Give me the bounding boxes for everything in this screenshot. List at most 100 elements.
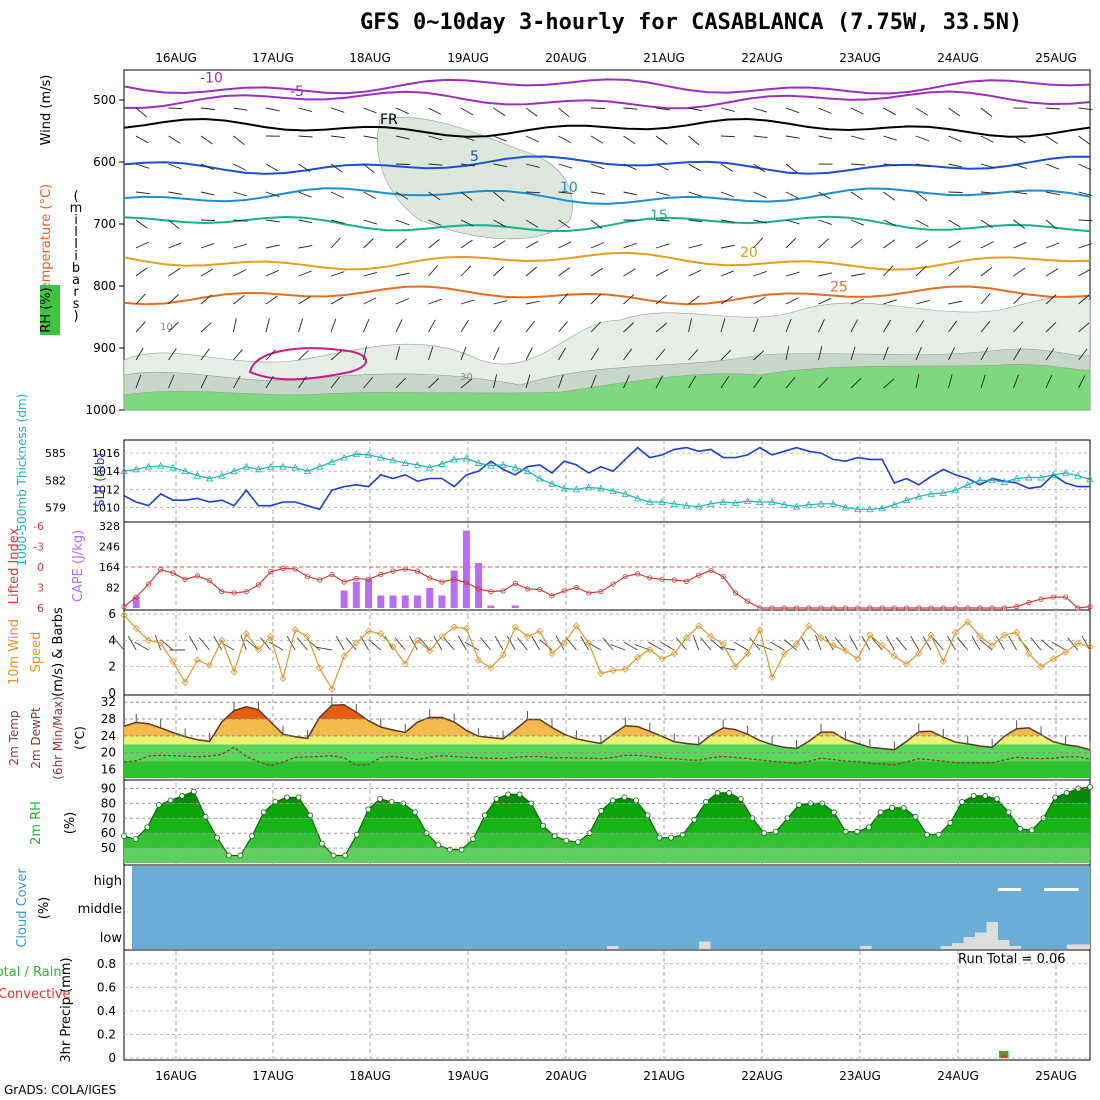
wind-speed-point <box>927 631 935 639</box>
wind-barb <box>590 107 606 109</box>
lifted-index-point <box>879 605 885 611</box>
cape-bar <box>426 588 434 608</box>
10m-wind-barb <box>113 637 125 651</box>
wind-barb <box>915 346 922 361</box>
lifted-index-point <box>1014 604 1020 610</box>
wind-barb <box>720 163 734 172</box>
wind-barb <box>818 272 833 277</box>
thickness-point <box>352 450 361 457</box>
wind-speed-point <box>291 626 299 634</box>
wind-barb <box>460 163 475 167</box>
li-tick-label: 0 <box>37 561 44 574</box>
wind-barb <box>395 346 401 361</box>
thickness-point <box>572 485 581 493</box>
10m-wind-barb <box>286 635 296 651</box>
minmax-axis-label: (6hr Min/Max) <box>51 696 65 780</box>
wind-barb <box>525 320 535 333</box>
10m-wind-barb <box>134 641 149 651</box>
thickness-point <box>902 496 911 504</box>
cloud-high-cell <box>1009 888 1021 891</box>
thickness-point <box>743 497 752 505</box>
wind-speed-point <box>780 649 788 658</box>
wind-speed-point <box>144 636 153 644</box>
precip-total-legend: Total / Rain <box>0 965 62 980</box>
wind-barb <box>623 322 635 333</box>
wind-speed-point <box>1025 649 1033 658</box>
ylabel-char: i <box>74 213 78 228</box>
wind-speed-point <box>230 668 238 676</box>
wind-barb <box>135 191 150 195</box>
slp-tick-label: 1012 <box>92 483 120 496</box>
slp-tick-label: 1016 <box>92 447 120 460</box>
10m-wind-barb <box>335 635 345 651</box>
thickness-point <box>389 456 397 464</box>
wind-speed-point <box>267 632 275 640</box>
rh-point <box>889 804 896 811</box>
lifted-index-point <box>891 605 897 611</box>
wind-barb <box>200 294 212 305</box>
wind-barb <box>233 269 247 277</box>
rh-tick-label: 60 <box>101 826 116 840</box>
wind-barb <box>590 135 604 144</box>
thickness-point <box>1061 469 1070 476</box>
cloud-units-label: (%) <box>37 897 52 920</box>
cape-bar <box>450 570 458 608</box>
wind-barb <box>395 135 410 140</box>
date-label-top: 18AUG <box>349 51 391 65</box>
wind-barb <box>818 107 832 114</box>
10m-wind-barb <box>895 637 907 651</box>
wind-speed-point <box>890 652 898 660</box>
wind-barb <box>915 191 928 202</box>
wind-barb <box>330 163 343 173</box>
wind-barb <box>623 375 630 389</box>
10m-wind-barb <box>834 637 846 651</box>
rh-point <box>563 837 570 844</box>
cape-bar <box>401 595 409 608</box>
wind-barb <box>818 346 823 361</box>
lifted-index-point <box>793 605 800 611</box>
lifted-index-point <box>940 605 946 611</box>
wind-barb <box>1013 219 1025 229</box>
wind-barb <box>1013 241 1027 249</box>
wind-barb <box>428 135 443 141</box>
thickness-tick-label: 579 <box>45 501 66 514</box>
wind-speed-point <box>792 640 801 648</box>
isotherm-line <box>123 78 1091 95</box>
wind-barb <box>298 191 312 198</box>
wind-barb <box>883 378 895 389</box>
10m-wind-barb <box>260 637 272 651</box>
rh-contour-magenta <box>248 347 367 381</box>
thickness-point <box>1025 473 1033 481</box>
lifted-index-point <box>121 604 127 610</box>
date-label-bottom: 16AUG <box>155 1069 197 1083</box>
wind-barb <box>948 240 961 249</box>
temp-tick-label: 28 <box>101 712 116 726</box>
wind-barb <box>655 322 667 333</box>
wind-barb <box>330 318 337 333</box>
wind-barb <box>688 244 703 249</box>
cape-bar <box>413 595 421 608</box>
wind-barb <box>915 107 929 116</box>
wind-speed-point <box>487 664 495 672</box>
wind-speed-point <box>988 642 996 650</box>
temp-tick-label: 32 <box>101 695 116 709</box>
lifted-index-point <box>170 570 176 576</box>
wind-barb <box>493 300 508 305</box>
wind-barb <box>785 271 800 277</box>
wind-barb <box>460 135 475 142</box>
lifted-index-point <box>1087 604 1093 610</box>
lifted-index-point <box>365 576 372 582</box>
thickness-point <box>927 490 935 497</box>
thickness-axis-label: 1000-500mb Thickness (dm) <box>15 394 29 567</box>
wind-speed-point <box>254 645 263 654</box>
wind-barb <box>233 349 243 361</box>
wind-units-label: (m/s) & Barbs <box>51 607 66 697</box>
wind-barb <box>818 238 830 249</box>
cloud-low-cell <box>607 946 619 949</box>
wind-barb <box>493 135 507 142</box>
10m-wind-barb <box>710 639 724 651</box>
slp-tick-label: 1010 <box>92 501 120 514</box>
wind-barb <box>168 191 183 195</box>
temperature-axis-label: Temperature (°C) <box>39 184 54 297</box>
wind-barb <box>590 374 597 389</box>
